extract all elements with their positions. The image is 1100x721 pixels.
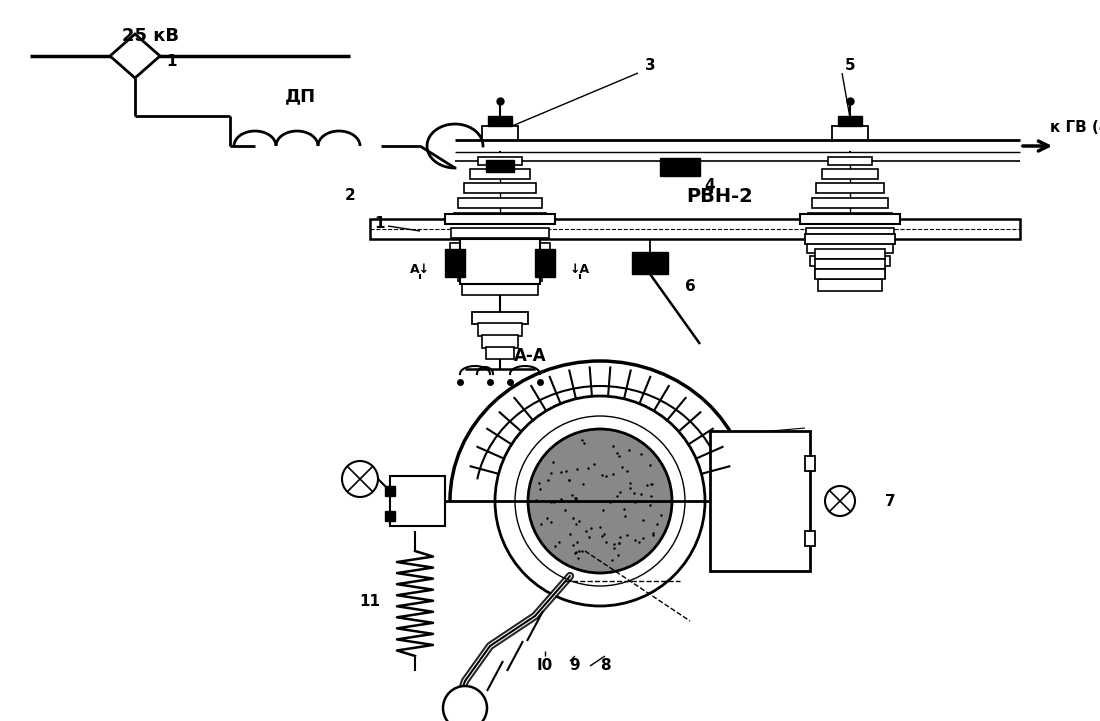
Text: ↓А: ↓А [570, 262, 590, 275]
Bar [486, 347, 514, 359]
Bar [451, 228, 549, 238]
Bar [370, 219, 1020, 239]
Bar [822, 169, 878, 179]
Bar [838, 116, 862, 126]
Bar [385, 486, 395, 496]
Bar [805, 456, 815, 471]
Bar [460, 239, 540, 284]
Bar [486, 160, 514, 172]
Bar [710, 431, 810, 571]
Bar [472, 312, 528, 324]
Bar [390, 476, 446, 526]
Bar [815, 259, 886, 269]
Bar [816, 183, 884, 193]
Text: А↓: А↓ [410, 262, 430, 275]
Circle shape [528, 429, 672, 573]
Bar [458, 271, 542, 281]
Bar [800, 214, 900, 224]
Bar [478, 157, 522, 165]
Text: 6: 6 [685, 278, 695, 293]
Bar [805, 531, 815, 546]
Bar [832, 126, 868, 140]
Text: к ГВ (4): к ГВ (4) [1050, 120, 1100, 136]
Bar [462, 283, 538, 295]
Text: РВН-2: РВН-2 [686, 187, 754, 205]
Bar [535, 249, 556, 277]
Polygon shape [110, 34, 160, 78]
Bar [450, 243, 550, 253]
Text: 7: 7 [886, 493, 895, 508]
Bar [660, 158, 700, 176]
Text: ДП: ДП [285, 87, 316, 105]
Bar [464, 183, 536, 193]
Bar [818, 279, 882, 291]
Bar [815, 269, 886, 279]
Text: 8: 8 [600, 658, 610, 673]
Bar [807, 243, 893, 253]
Bar [458, 198, 542, 208]
Bar [806, 228, 894, 238]
Text: А-А: А-А [514, 347, 547, 365]
Circle shape [825, 486, 855, 516]
Bar [815, 268, 886, 278]
Text: 9: 9 [570, 658, 581, 673]
Bar [478, 323, 522, 336]
Bar [454, 213, 546, 223]
Bar [805, 234, 895, 244]
Bar [446, 249, 465, 277]
Bar [828, 157, 872, 165]
Bar [452, 258, 548, 268]
Text: 11: 11 [359, 593, 380, 609]
Bar [488, 116, 512, 126]
Bar [385, 511, 395, 521]
Circle shape [342, 461, 378, 497]
Bar [470, 169, 530, 179]
Bar [632, 252, 668, 274]
Text: 3: 3 [645, 58, 656, 74]
Bar [446, 214, 556, 224]
Bar [810, 256, 890, 266]
Text: 4: 4 [705, 179, 715, 193]
Text: 1: 1 [167, 53, 177, 68]
Circle shape [443, 686, 487, 721]
Text: I0: I0 [537, 658, 553, 673]
Bar [815, 249, 886, 259]
Bar [808, 213, 892, 223]
Text: 1: 1 [374, 216, 385, 231]
Text: 2: 2 [344, 188, 355, 203]
Bar [812, 198, 888, 208]
Text: 25 кВ: 25 кВ [121, 27, 178, 45]
Text: 5: 5 [845, 58, 856, 74]
Bar [482, 126, 518, 140]
Bar [482, 335, 518, 348]
